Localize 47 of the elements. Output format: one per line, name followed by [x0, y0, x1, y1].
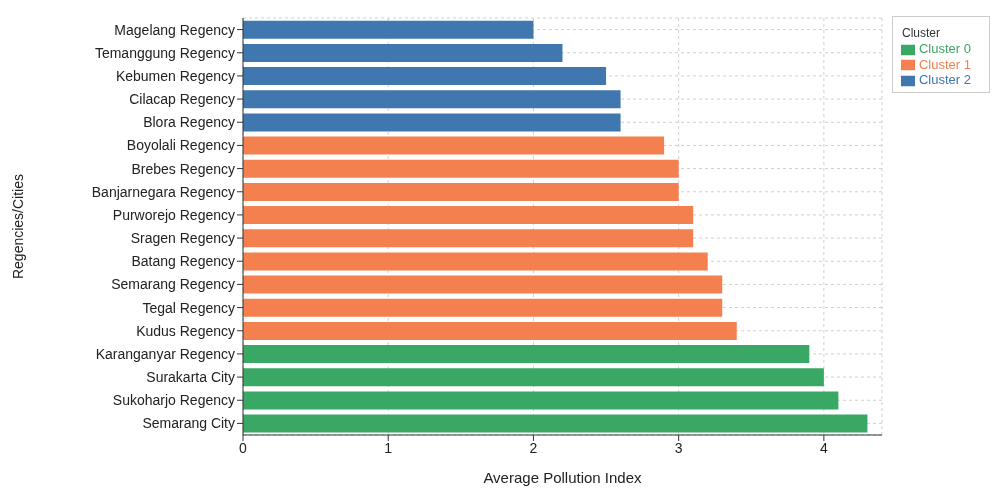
y-axis-title: Regencies/Cities [9, 173, 26, 280]
bar [243, 206, 694, 225]
y-tick-label: Boyolali Regency [126, 137, 235, 154]
bar [243, 275, 723, 294]
x-tick-label: 3 [674, 439, 683, 456]
bar [243, 20, 534, 39]
y-tick-label: Kebumen Regency [115, 67, 235, 84]
y-tick-label: Sukoharjo Regency [112, 392, 235, 409]
y-tick-label: Sragen Regency [130, 230, 235, 247]
bar [243, 90, 621, 109]
legend-label: Cluster 2 [918, 72, 971, 88]
bar [243, 136, 665, 155]
bar [243, 67, 607, 86]
y-tick-label: Blora Regency [143, 114, 235, 131]
bar [243, 229, 694, 248]
x-axis-title: Average Pollution Index [483, 469, 643, 486]
bar [243, 321, 737, 340]
bar [243, 43, 563, 62]
x-tick-label: 0 [239, 439, 248, 456]
y-tick-label: Magelang Regency [114, 21, 235, 38]
bar [243, 182, 679, 201]
y-tick-label: Semarang City [142, 415, 235, 432]
y-tick-label: Karanganyar Regency [95, 345, 235, 362]
y-tick-label: Semarang Regency [111, 276, 235, 293]
y-tick-label: Cilacap Regency [129, 91, 235, 108]
bar [243, 345, 810, 364]
bar [243, 252, 708, 271]
y-tick-label: Purworejo Regency [112, 206, 235, 223]
bar [243, 113, 621, 132]
legend-title: Cluster [901, 26, 940, 40]
bar [243, 391, 839, 410]
y-tick-label: Surakarta City [146, 369, 235, 386]
y-tick-label: Temanggung Regency [94, 44, 235, 61]
bar [243, 298, 723, 317]
y-tick-label: Brebes Regency [131, 160, 235, 177]
y-tick-label: Tegal Regency [142, 299, 235, 316]
x-tick-label: 4 [819, 439, 828, 456]
x-tick-label: 1 [384, 439, 393, 456]
bar [243, 414, 868, 433]
y-tick-label: Banjarnegara Regency [91, 183, 235, 200]
x-tick-label: 2 [529, 439, 538, 456]
legend-label: Cluster 1 [918, 56, 971, 72]
bar [243, 159, 679, 178]
y-tick-label: Kudus Regency [136, 322, 235, 339]
legend-label: Cluster 0 [918, 41, 971, 56]
y-tick-label: Batang Regency [131, 253, 235, 270]
bar [243, 368, 824, 387]
